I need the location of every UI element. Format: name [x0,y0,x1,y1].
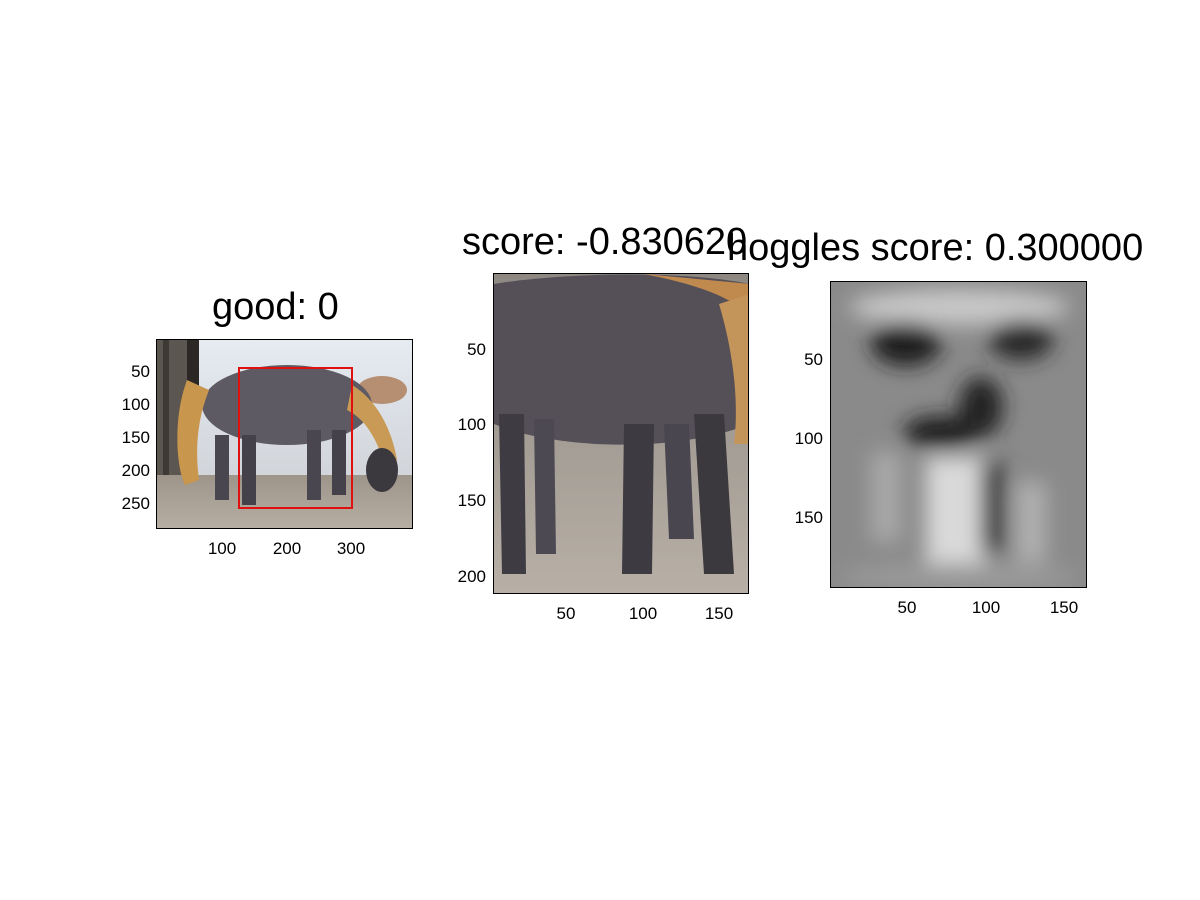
x-tick: 100 [628,604,658,623]
y-tick: 150 [457,491,486,510]
detection-box [238,367,353,509]
horse-crop [494,274,748,593]
crop-axes [493,273,749,594]
panel-title: score: -0.830620 [462,221,748,263]
y-tick: 200 [121,461,150,480]
x-tick: 50 [897,598,917,617]
y-tick: 100 [457,415,486,434]
x-tick: 200 [272,539,302,558]
x-tick: 300 [336,539,366,558]
x-tick: 150 [704,604,734,623]
hoggles-axes [830,281,1087,588]
y-tick: 250 [121,494,150,513]
horse-photo [157,340,412,528]
panel-title: good: 0 [212,286,339,328]
y-tick: 50 [467,340,486,359]
x-tick: 50 [556,604,576,623]
x-tick: 150 [1049,598,1079,617]
panel-title: hoggles score: 0.300000 [727,227,1144,269]
y-tick: 200 [457,567,486,586]
y-tick: 100 [794,429,823,448]
y-tick: 50 [804,350,823,369]
hoggles-image [831,282,1086,587]
y-tick: 150 [794,508,823,527]
x-tick: 100 [207,539,237,558]
y-tick: 50 [131,362,150,381]
y-tick: 150 [121,428,150,447]
x-tick: 100 [971,598,1001,617]
full-image-axes [156,339,413,529]
y-tick: 100 [121,395,150,414]
